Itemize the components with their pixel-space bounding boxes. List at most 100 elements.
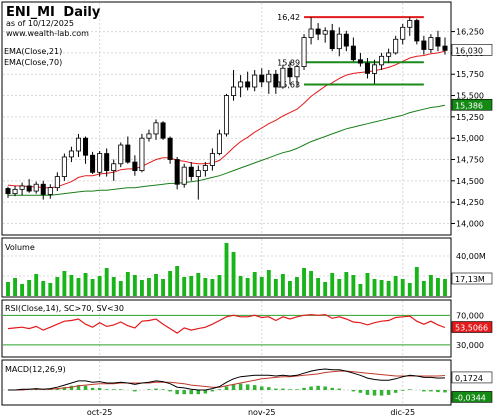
volume-bar (266, 270, 271, 296)
candle-body-up (75, 137, 81, 152)
site-text[interactable]: www.wealth-lab.com (6, 29, 89, 38)
rsi-tick-label: 70,000 (456, 311, 484, 320)
volume-bar (407, 283, 412, 296)
candle-body-up (12, 188, 18, 195)
price-tick-label: 14,750 (456, 156, 484, 165)
volume-bar (175, 266, 180, 296)
macd-title: MACD(12,26,9) (5, 365, 66, 374)
volume-bar (182, 277, 187, 296)
macd-last-label-box (451, 371, 493, 384)
level-label: 15,63 (277, 80, 300, 89)
candle-body-down (160, 122, 166, 139)
volume-bars (6, 243, 447, 296)
volume-bar (104, 268, 109, 296)
candle-body-down (343, 33, 349, 47)
volume-bar (210, 279, 215, 296)
volume-bar (386, 281, 391, 296)
rsi-last-label: 53,5066 (455, 324, 488, 333)
rsi-plot (3, 313, 450, 346)
volume-bar (337, 279, 342, 296)
volume-bar (273, 279, 278, 296)
candle-body-up (118, 144, 124, 165)
candle-body-up (372, 64, 378, 74)
candle-body-down (364, 62, 370, 74)
candle-body-down (167, 137, 173, 160)
candle-body-up (68, 150, 74, 158)
candle-body-up (238, 81, 244, 88)
volume-bar (224, 243, 229, 296)
volume-bar (147, 278, 151, 296)
volume-title: Volume (5, 243, 35, 252)
candle-body-up (294, 66, 300, 78)
volume-bar (132, 275, 137, 296)
candle-body-down (435, 37, 441, 47)
asof-text: as of 10/12/2025 (6, 19, 74, 28)
rsi-tick-label: 30,000 (456, 341, 484, 350)
candle-body-up (301, 37, 307, 67)
axis-labels: oct-25nov-25dic-2516,25016,00015,75015,5… (87, 28, 493, 417)
level-label: 16,42 (277, 13, 300, 22)
volume-bar (62, 271, 67, 296)
ema70-value-label: 15,386 (455, 101, 483, 110)
candle-body-up (400, 26, 406, 40)
volume-bar (316, 278, 321, 296)
macd-plot (8, 368, 447, 396)
candle-body-down (26, 185, 32, 192)
volume-bar (118, 281, 123, 296)
volume-bar (421, 281, 426, 296)
volume-bar (344, 272, 349, 296)
volume-bar (330, 273, 335, 296)
volume-bar (302, 268, 306, 296)
candle-body-down (357, 59, 363, 64)
volume-bar (111, 277, 116, 296)
candle-body-up (181, 166, 187, 185)
x-tick-label: dic-25 (390, 408, 415, 417)
volume-last-label: 17,13M (455, 275, 485, 284)
candle-body-down (329, 30, 335, 50)
volume-bar (372, 279, 377, 296)
volume-bar (217, 275, 222, 296)
candle-body-down (287, 67, 293, 78)
rsi-last-label-box (451, 321, 493, 333)
price-tick-label: 15,500 (456, 92, 484, 101)
candle-body-down (315, 28, 321, 35)
legend-ema70: EMA(Close,70) (4, 58, 62, 67)
volume-bar (83, 273, 88, 296)
ema70-line (8, 104, 446, 196)
volume-bar (414, 267, 419, 296)
x-tick-label: nov-25 (248, 408, 276, 417)
rsi-panel-frame (1, 299, 452, 358)
volume-bar (238, 276, 243, 296)
volume-bar (90, 279, 95, 296)
volume-bar (295, 277, 299, 296)
volume-bar (76, 278, 81, 296)
candle-body-up (216, 133, 222, 154)
price-tick-label: 15,000 (456, 134, 484, 143)
candle-body-down (442, 45, 448, 51)
candle-body-up (111, 163, 117, 171)
candle-body-up (223, 95, 230, 135)
level-label: 15,89 (277, 58, 300, 67)
candle-body-down (273, 73, 279, 88)
volume-bar (259, 277, 264, 296)
candle-body-up (322, 30, 328, 35)
volume-bar (125, 272, 130, 296)
chart-title: ENI_MI Daily (6, 5, 101, 20)
last-price-label-box (451, 44, 493, 56)
candle-body-up (19, 185, 25, 190)
volume-bar (323, 282, 328, 296)
volume-bar (351, 275, 356, 296)
volume-bar (309, 271, 314, 296)
candle-body-up (266, 73, 272, 83)
volume-bar (358, 284, 363, 296)
rsi-line (7, 313, 446, 334)
volume-bar (436, 278, 440, 296)
candle-body-down (174, 159, 180, 185)
interval-text: Daily (63, 5, 100, 20)
candle-body-down (40, 183, 46, 195)
volume-tick-label: 40,00M (456, 252, 486, 261)
candle-body-down (188, 166, 194, 177)
volume-bar (287, 281, 292, 296)
price-tick-label: 15,750 (456, 70, 484, 79)
